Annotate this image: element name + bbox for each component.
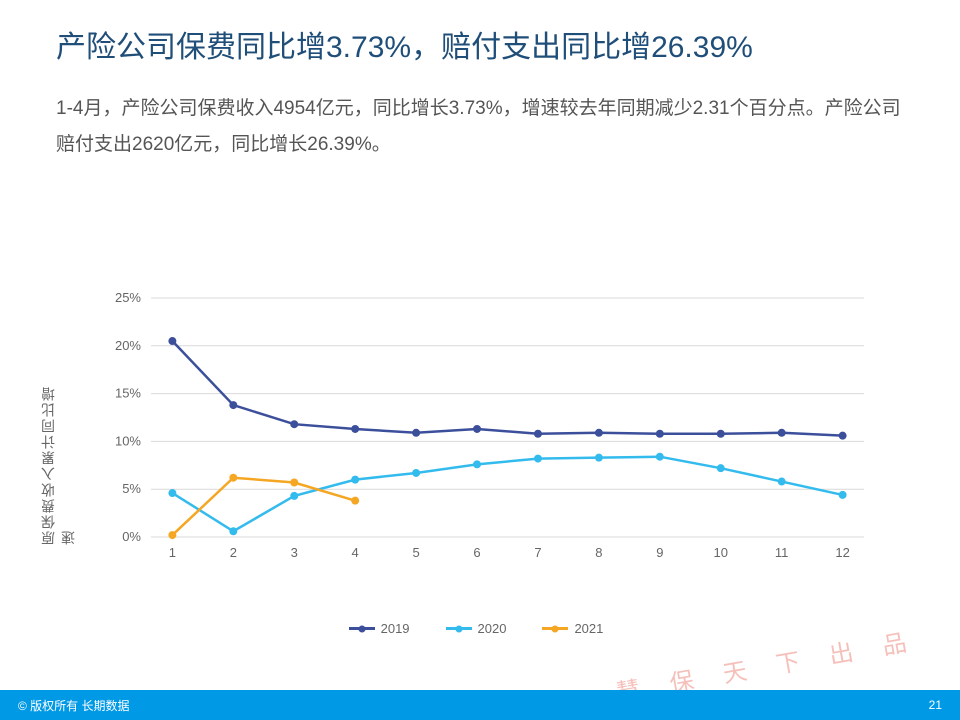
svg-text:9: 9 xyxy=(656,545,663,560)
svg-text:3: 3 xyxy=(291,545,298,560)
svg-text:10: 10 xyxy=(714,545,728,560)
svg-text:15%: 15% xyxy=(115,386,141,401)
svg-text:4: 4 xyxy=(352,545,359,560)
chart-legend: 2019 2020 2021 xyxy=(56,621,896,636)
svg-text:1: 1 xyxy=(169,545,176,560)
svg-text:0%: 0% xyxy=(122,529,141,544)
y-axis-label: 原保费收入累计同比增速 xyxy=(38,375,78,545)
svg-text:5%: 5% xyxy=(122,481,141,496)
legend-label: 2019 xyxy=(381,621,410,636)
page-footer: © 版权所有 长期数据 21 xyxy=(0,690,960,720)
legend-item: 2021 xyxy=(542,621,603,636)
svg-text:20%: 20% xyxy=(115,338,141,353)
line-chart: 原保费收入累计同比增速 0%5%10%15%20%25%123456789101… xyxy=(56,290,896,630)
svg-text:2: 2 xyxy=(230,545,237,560)
legend-label: 2020 xyxy=(478,621,507,636)
svg-text:6: 6 xyxy=(473,545,480,560)
chart-svg: 0%5%10%15%20%25%123456789101112 xyxy=(96,290,876,565)
svg-text:11: 11 xyxy=(775,545,789,560)
svg-text:25%: 25% xyxy=(115,290,141,305)
svg-text:8: 8 xyxy=(595,545,602,560)
page-subtitle: 1-4月，产险公司保费收入4954亿元，同比增长3.73%，增速较去年同期减少2… xyxy=(0,77,960,163)
page-number: 21 xyxy=(929,698,942,712)
svg-text:10%: 10% xyxy=(115,433,141,448)
svg-text:7: 7 xyxy=(534,545,541,560)
footer-copyright: © 版权所有 长期数据 xyxy=(18,697,130,714)
page-title: 产险公司保费同比增3.73%，赔付支出同比增26.39% xyxy=(0,0,960,77)
svg-text:12: 12 xyxy=(835,545,849,560)
legend-item: 2019 xyxy=(349,621,410,636)
legend-label: 2021 xyxy=(574,621,603,636)
svg-text:5: 5 xyxy=(412,545,419,560)
legend-item: 2020 xyxy=(446,621,507,636)
